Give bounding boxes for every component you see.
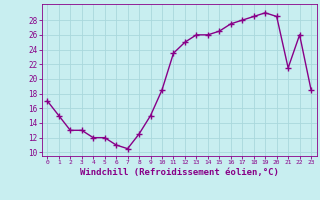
X-axis label: Windchill (Refroidissement éolien,°C): Windchill (Refroidissement éolien,°C) bbox=[80, 168, 279, 177]
